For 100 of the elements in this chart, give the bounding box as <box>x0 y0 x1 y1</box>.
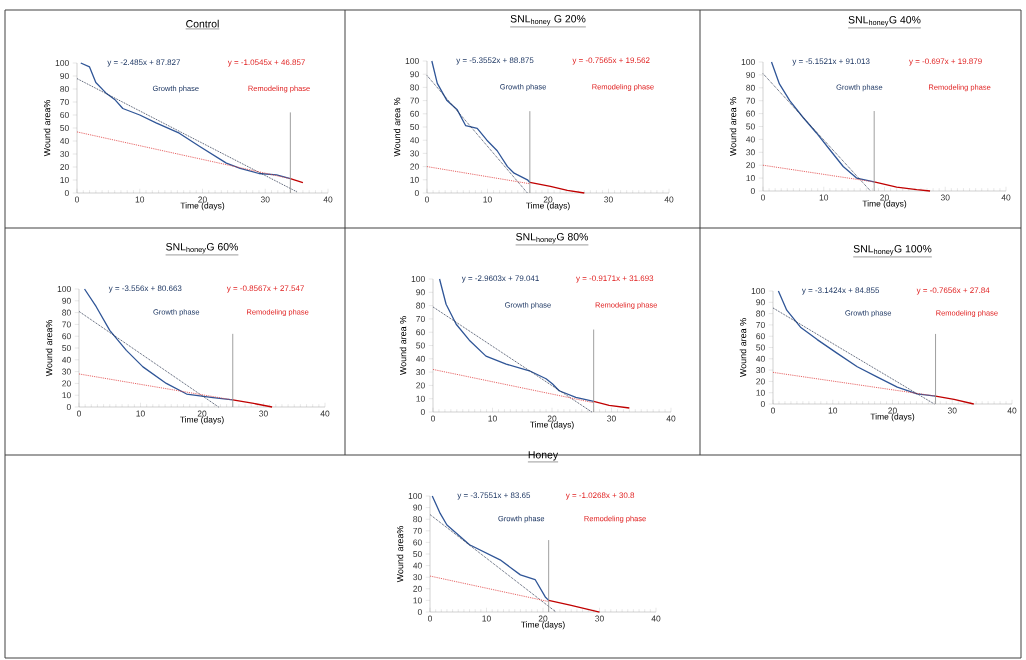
y-tick-label: 90 <box>410 71 419 78</box>
x-tick-label: 40 <box>320 410 330 417</box>
chart-title: Honey <box>528 451 559 461</box>
y-tick-label: 50 <box>746 123 755 130</box>
y-tick-label: 100 <box>55 60 69 66</box>
y-tick-label: 50 <box>416 342 425 349</box>
x-tick-label: 20 <box>198 196 207 203</box>
y-tick-label: 60 <box>746 110 755 117</box>
x-tick-label: 10 <box>828 407 838 414</box>
y-tick-label: 60 <box>416 329 425 336</box>
y-tick-label: 10 <box>756 389 765 396</box>
x-tick-label: 10 <box>136 410 145 417</box>
y-tick-label: 40 <box>62 356 71 363</box>
y-tick-label: 10 <box>413 597 422 604</box>
y-tick-label: 100 <box>741 59 755 65</box>
y-axis-title: Wound area % <box>729 97 737 157</box>
y-axis-title: Wound area % <box>393 97 401 157</box>
x-axis-title: Time (days) <box>526 202 570 211</box>
y-tick-label: 30 <box>413 574 422 581</box>
y-tick-label: 100 <box>405 58 419 64</box>
y-tick-label: 10 <box>62 392 71 399</box>
y-tick-label: 20 <box>410 163 419 170</box>
x-tick-label: 30 <box>947 407 957 414</box>
y-tick-label: 0 <box>64 190 69 196</box>
y-tick-label: 50 <box>410 124 419 130</box>
x-axis-title: Time (days) <box>862 200 907 209</box>
chart-title: Control <box>186 19 219 28</box>
y-tick-label: 20 <box>413 585 422 592</box>
y-axis-title: Wound area % <box>739 318 747 378</box>
x-tick-label: 40 <box>666 415 676 422</box>
y-tick-label: 70 <box>62 321 71 328</box>
y-tick-label: 90 <box>756 299 765 306</box>
x-tick-label: 20 <box>197 410 207 417</box>
y-tick-label: 20 <box>62 380 71 387</box>
x-tick-label: 0 <box>770 407 776 414</box>
y-tick-label: 40 <box>416 355 425 362</box>
y-tick-label: 80 <box>60 86 69 92</box>
x-tick-label: 40 <box>651 615 661 622</box>
y-tick-label: 30 <box>410 150 419 157</box>
x-axis-title: Time (days) <box>180 416 224 425</box>
y-tick-label: 20 <box>746 162 755 169</box>
y-tick-label: 10 <box>416 395 425 402</box>
x-tick-label: 0 <box>430 415 436 422</box>
x-tick-label: 10 <box>488 415 497 422</box>
y-tick-label: 30 <box>756 367 765 374</box>
y-tick-label: 90 <box>746 71 755 78</box>
x-tick-label: 30 <box>595 615 604 622</box>
y-tick-label: 20 <box>756 378 765 385</box>
y-tick-label: 60 <box>60 112 69 118</box>
x-tick-label: 30 <box>607 415 616 422</box>
x-tick-label: 20 <box>543 196 553 203</box>
x-tick-label: 0 <box>74 196 80 203</box>
x-tick-label: 0 <box>427 615 433 622</box>
y-tick-label: 70 <box>756 321 765 328</box>
line-series <box>529 181 585 194</box>
x-tick-label: 40 <box>323 196 333 203</box>
y-tick-label: 80 <box>62 309 71 316</box>
y-tick-label: 40 <box>746 136 755 143</box>
y-tick-label: 70 <box>746 97 755 104</box>
x-tick-label: 10 <box>483 196 492 203</box>
y-tick-label: 0 <box>750 188 755 194</box>
chart-title: SNL$_{honey}$G 40% <box>848 16 921 27</box>
y-tick-label: 0 <box>414 190 419 196</box>
y-tick-label: 90 <box>416 289 425 296</box>
x-tick-label: 10 <box>135 196 145 203</box>
y-tick-label: 30 <box>416 369 425 376</box>
y-tick-label: 50 <box>413 551 422 557</box>
x-tick-label: 40 <box>1007 407 1017 414</box>
y-tick-label: 90 <box>62 297 71 304</box>
y-tick-label: 90 <box>413 504 422 511</box>
y-axis-title: Wound area% <box>45 320 53 377</box>
x-axis-title: Time (days) <box>180 202 225 211</box>
y-tick-label: 50 <box>60 125 69 131</box>
y-tick-label: 50 <box>756 344 765 351</box>
y-tick-label: 60 <box>413 539 422 546</box>
x-tick-label: 10 <box>819 194 829 201</box>
y-tick-label: 80 <box>410 84 419 91</box>
x-tick-label: 40 <box>664 196 674 203</box>
y-tick-label: 70 <box>60 99 69 105</box>
y-axis-title: Wound area% <box>396 526 404 583</box>
y-tick-label: 20 <box>416 382 425 389</box>
y-tick-label: 40 <box>410 137 419 144</box>
x-tick-label: 0 <box>76 410 82 417</box>
y-tick-label: 90 <box>60 73 69 79</box>
x-axis-title: Time (days) <box>530 421 574 430</box>
y-tick-label: 30 <box>60 151 69 157</box>
y-axis-title: Wound area% <box>43 100 51 157</box>
x-tick-label: 30 <box>259 410 268 417</box>
y-tick-label: 100 <box>751 288 765 294</box>
y-tick-label: 30 <box>746 149 755 156</box>
y-tick-label: 40 <box>413 562 422 569</box>
x-tick-label: 30 <box>940 194 950 201</box>
y-tick-label: 80 <box>756 310 765 317</box>
x-tick-label: 40 <box>1001 194 1011 201</box>
y-tick-label: 80 <box>416 302 425 309</box>
chart-title: SNL$_{honey}$G 60% <box>166 243 238 254</box>
y-tick-label: 60 <box>62 333 71 340</box>
x-tick-label: 0 <box>424 196 430 203</box>
y-tick-label: 30 <box>62 368 71 375</box>
y-tick-label: 100 <box>408 493 422 499</box>
